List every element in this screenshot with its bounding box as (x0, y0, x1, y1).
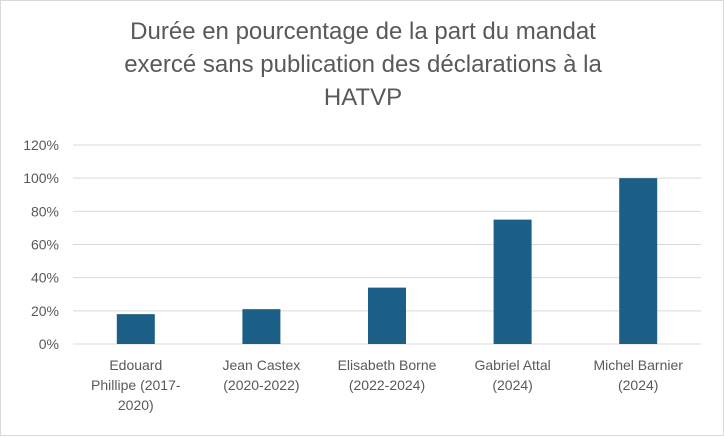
x-category-label: Michel Barnier (593, 357, 683, 373)
x-category-label: Phillipe (2017- (91, 377, 181, 393)
y-tick-label: 80% (31, 203, 59, 219)
y-tick-label: 60% (31, 237, 59, 253)
x-category-label: Jean Castex (222, 357, 300, 373)
bar (116, 314, 155, 344)
y-tick-label: 120% (23, 137, 59, 153)
chart-title-line-1: Durée en pourcentage de la part du manda… (130, 18, 596, 45)
y-tick-label: 100% (23, 170, 59, 186)
y-tick-label: 0% (39, 336, 59, 352)
x-category-label: (2022-2024) (349, 377, 425, 393)
y-tick-label: 20% (31, 303, 59, 319)
chart-title: Durée en pourcentage de la part du manda… (1, 15, 724, 114)
x-category-label: (2024) (492, 377, 532, 393)
bar (242, 309, 281, 344)
y-tick-label: 40% (31, 270, 59, 286)
bar (493, 219, 532, 344)
x-category-label: Gabriel Attal (474, 357, 550, 373)
x-category-label: (2024) (618, 377, 658, 393)
x-category-label: Elisabeth Borne (338, 357, 437, 373)
bar (619, 178, 658, 344)
x-category-label: Edouard (109, 357, 162, 373)
x-category-label: (2020-2022) (223, 377, 299, 393)
x-category-label: 2020) (118, 397, 154, 413)
bar (368, 287, 406, 344)
chart-title-line-3: HATVP (323, 84, 403, 111)
chart-title-line-2: exercé sans publication des déclarations… (124, 51, 602, 78)
